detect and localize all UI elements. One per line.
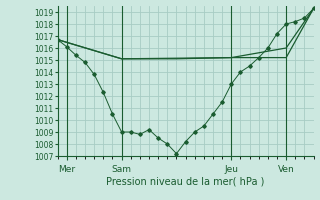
X-axis label: Pression niveau de la mer( hPa ): Pression niveau de la mer( hPa ): [107, 177, 265, 187]
